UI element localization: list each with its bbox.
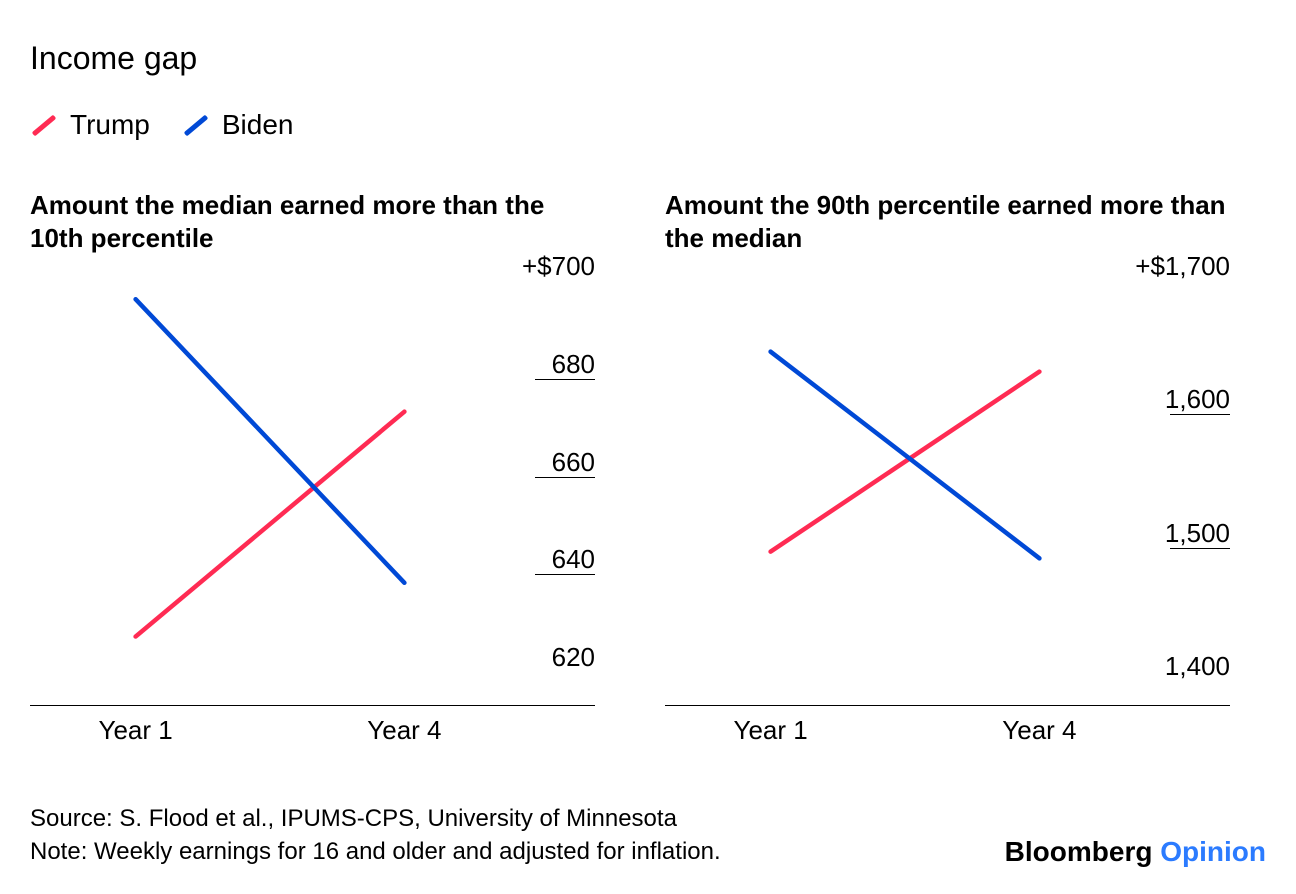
legend-item-trump: Trump: [30, 109, 150, 141]
chart-right: Amount the 90th percentile earned more t…: [665, 189, 1230, 755]
y-tick-label: 640: [552, 544, 595, 575]
subplot-title-right: Amount the 90th percentile earned more t…: [665, 189, 1230, 257]
chart-container: Income gap Trump Biden Amount the median…: [0, 0, 1296, 894]
y-tick-line: [1170, 414, 1230, 415]
x-tick-label: Year 4: [344, 715, 464, 746]
subplot-title-left: Amount the median earned more than the 1…: [30, 189, 595, 257]
plot-right: +$1,7001,6001,5001,400Year 1Year 4: [665, 265, 1230, 755]
y-tick-label: 1,600: [1165, 384, 1230, 415]
y-tick-label: 620: [552, 642, 595, 673]
brand-bloomberg: Bloomberg: [1005, 836, 1161, 867]
x-tick-label: Year 1: [76, 715, 196, 746]
brand: Bloomberg Opinion: [1005, 836, 1266, 868]
note-line: Note: Weekly earnings for 16 and older a…: [30, 836, 721, 868]
charts-row: Amount the median earned more than the 1…: [30, 189, 1266, 755]
brand-opinion: Opinion: [1160, 836, 1266, 867]
legend-swatch-trump: [32, 114, 57, 136]
x-tick-label: Year 4: [979, 715, 1099, 746]
legend-label-trump: Trump: [70, 109, 150, 141]
footer: Source: S. Flood et al., IPUMS-CPS, Univ…: [30, 803, 1266, 868]
y-tick-label: 660: [552, 447, 595, 478]
x-tick-label: Year 1: [711, 715, 831, 746]
chart-left: Amount the median earned more than the 1…: [30, 189, 595, 755]
source-line: Source: S. Flood et al., IPUMS-CPS, Univ…: [30, 803, 721, 835]
plot-svg: [30, 265, 510, 705]
x-axis-line: [665, 705, 1230, 706]
y-tick-label: +$1,700: [1135, 251, 1230, 282]
y-tick-line: [1170, 548, 1230, 549]
footnotes: Source: S. Flood et al., IPUMS-CPS, Univ…: [30, 803, 721, 868]
y-tick-line: [535, 574, 595, 575]
y-tick-line: [535, 379, 595, 380]
legend-label-biden: Biden: [222, 109, 294, 141]
y-tick-label: 1,400: [1165, 651, 1230, 682]
y-tick-label: +$700: [522, 251, 595, 282]
y-tick-label: 1,500: [1165, 518, 1230, 549]
plot-left: +$700680660640620Year 1Year 4: [30, 265, 595, 755]
legend-item-biden: Biden: [182, 109, 294, 141]
series-line: [136, 412, 405, 637]
x-axis-line: [30, 705, 595, 706]
chart-title: Income gap: [30, 40, 1266, 77]
legend-swatch-biden: [184, 114, 209, 136]
plot-svg: [665, 265, 1145, 705]
legend: Trump Biden: [30, 109, 1266, 141]
y-tick-label: 680: [552, 349, 595, 380]
series-line: [136, 299, 405, 583]
y-tick-line: [535, 477, 595, 478]
